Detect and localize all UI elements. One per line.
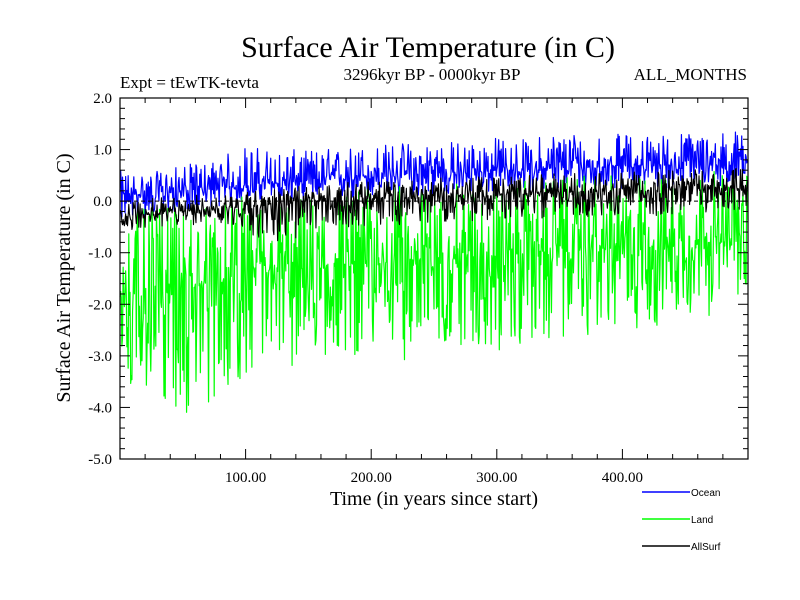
y-tick-label: -4.0	[88, 400, 112, 416]
legend-label-land: Land	[691, 515, 713, 526]
months-label: ALL_MONTHS	[634, 65, 747, 84]
y-tick-label: -5.0	[88, 452, 112, 468]
expt-label: Expt = tEwTK-tevta	[120, 73, 259, 92]
axis-ticks: 2.0 1.0 0.0 -1.0 -2.0 -3.0 -4.0 -5.0 100.00 200.0…	[88, 91, 748, 486]
legend: Ocean Land AllSurf	[642, 488, 721, 553]
x-tick-label: 100.00	[225, 470, 266, 486]
chart-title: Surface Air Temperature (in C)	[241, 31, 615, 64]
y-tick-label: 1.0	[93, 143, 112, 159]
series-layer	[119, 131, 749, 413]
y-axis-label: Surface Air Temperature (in C)	[53, 153, 75, 402]
series-line-allsurf	[119, 167, 749, 242]
series-line-land	[119, 171, 749, 413]
legend-label-allsurf: AllSurf	[691, 542, 721, 553]
y-tick-label: -1.0	[88, 246, 112, 262]
x-tick-label: 200.00	[351, 470, 392, 486]
plot-frame	[119, 97, 749, 460]
y-tick-label: -3.0	[88, 349, 112, 365]
x-tick-label: 300.00	[476, 470, 517, 486]
x-axis-label: Time (in years since start)	[330, 488, 538, 510]
y-tick-label: -2.0	[88, 297, 112, 313]
legend-label-ocean: Ocean	[691, 488, 720, 499]
y-tick-label: 0.0	[93, 194, 112, 210]
x-tick-label: 400.00	[602, 470, 643, 486]
period-label: 3296kyr BP - 0000kyr BP	[344, 65, 521, 84]
y-tick-label: 2.0	[93, 91, 112, 107]
